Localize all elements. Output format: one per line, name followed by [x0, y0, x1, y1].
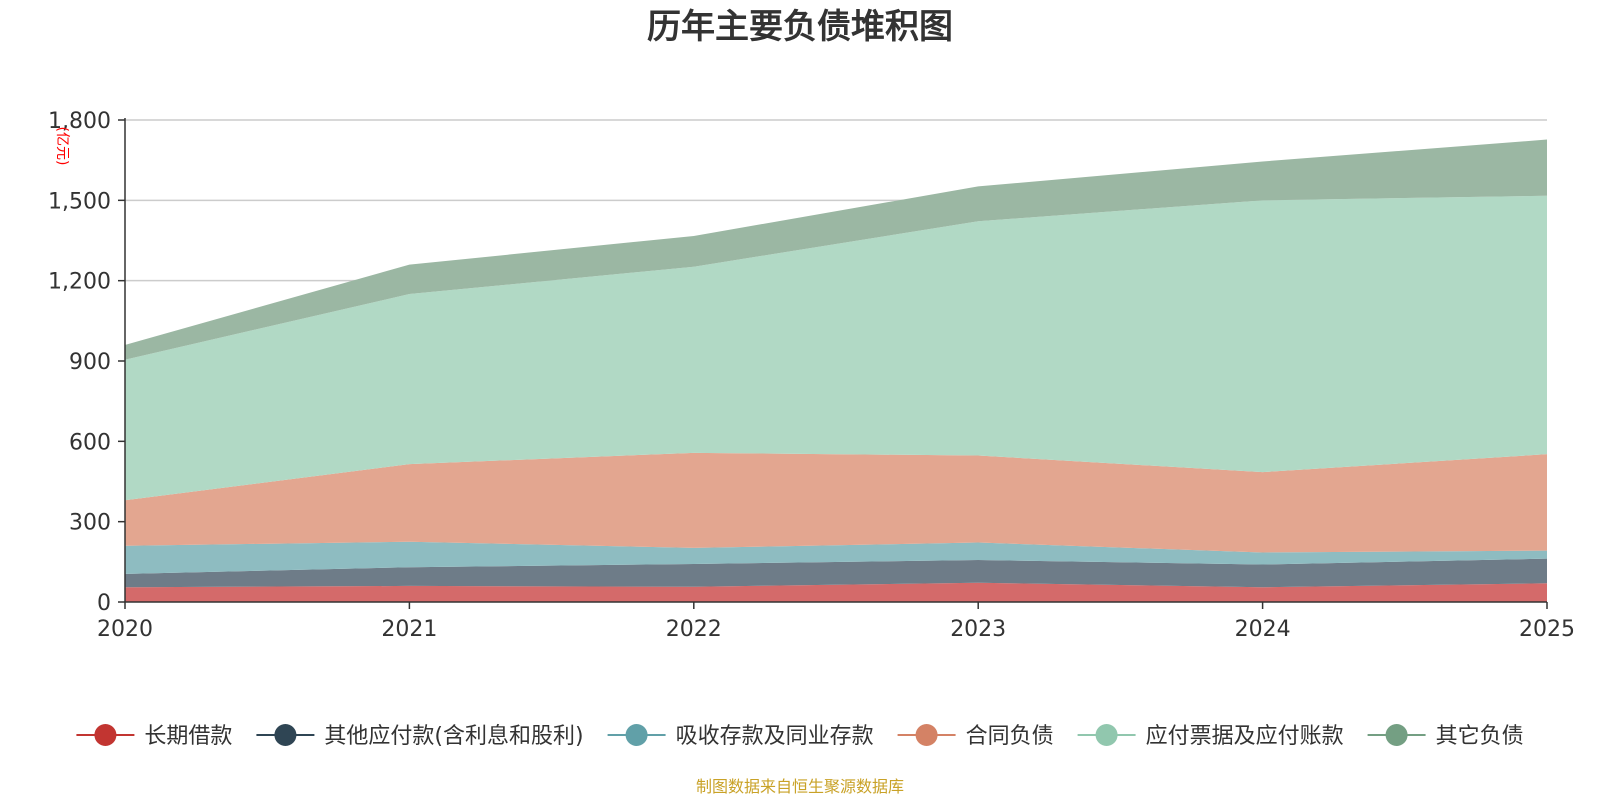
y-tick-label: 600	[69, 430, 111, 455]
y-tick-label: 1,200	[48, 270, 111, 295]
legend: 长期借款 其他应付款(含利息和股利) 吸收存款及同业存款 合同负债 应付票据及应付账款 其…	[76, 724, 1524, 749]
x-tick-label: 2021	[381, 617, 437, 642]
axes: 0 300 600 900 1,200 1,500 1,800 2020 2021 2022 202…	[48, 109, 1575, 642]
legend-label: 其他应付款(含利息和股利)	[324, 724, 583, 749]
area-series-1	[125, 558, 1547, 588]
data-source-note: 制图数据来自恒生聚源数据库	[696, 777, 904, 796]
y-tick-label: 900	[69, 350, 111, 375]
chart-title: 历年主要负债堆积图	[647, 7, 953, 47]
area-series-2	[125, 541, 1547, 574]
x-tick-label: 2020	[97, 617, 153, 642]
legend-item-5[interactable]: 其它负债	[1367, 724, 1524, 749]
legend-label: 长期借款	[144, 724, 232, 749]
legend-label: 合同负债	[966, 724, 1054, 749]
area-series-4	[125, 195, 1547, 501]
y-tick-label: 0	[97, 591, 111, 616]
y-tick-label: 300	[69, 511, 111, 536]
y-axis-unit-label: (亿元)	[54, 127, 70, 166]
legend-marker-icon	[1385, 724, 1408, 746]
legend-marker-icon	[94, 724, 117, 746]
area-series-5	[125, 139, 1547, 360]
legend-item-3[interactable]: 合同负债	[897, 724, 1054, 749]
legend-item-4[interactable]: 应付票据及应付账款	[1077, 724, 1344, 749]
area-series-3	[125, 452, 1547, 553]
y-tick-label: 1,500	[48, 189, 111, 214]
stacked-areas	[125, 139, 1547, 602]
x-tick-label: 2023	[950, 617, 1006, 642]
legend-label: 应付票据及应付账款	[1146, 724, 1344, 749]
legend-marker-icon	[625, 724, 648, 746]
legend-marker-icon	[274, 724, 297, 746]
y-tick-label: 1,800	[48, 109, 111, 134]
legend-marker-icon	[915, 724, 938, 746]
legend-item-0[interactable]: 长期借款	[76, 724, 232, 749]
area-series-0	[125, 582, 1547, 602]
x-tick-label: 2022	[666, 617, 722, 642]
legend-item-1[interactable]: 其他应付款(含利息和股利)	[256, 724, 584, 749]
x-tick-label: 2024	[1235, 617, 1291, 642]
legend-marker-icon	[1095, 724, 1118, 746]
legend-item-2[interactable]: 吸收存款及同业存款	[607, 724, 874, 749]
legend-label: 吸收存款及同业存款	[676, 724, 874, 749]
legend-label: 其它负债	[1436, 724, 1524, 749]
x-tick-label: 2025	[1519, 617, 1575, 642]
